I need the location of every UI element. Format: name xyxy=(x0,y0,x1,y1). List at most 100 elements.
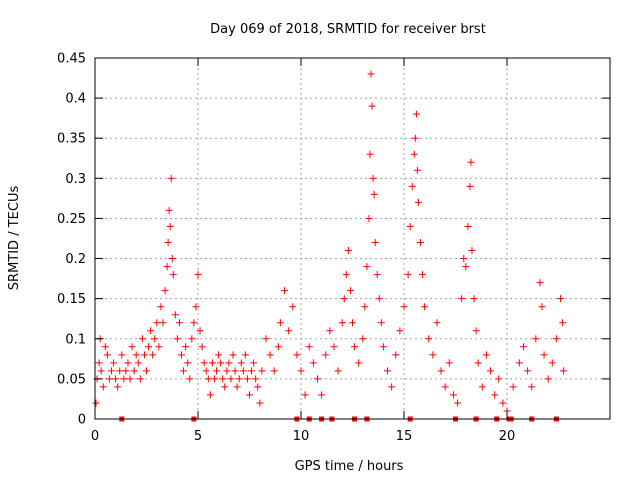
data-point xyxy=(355,359,363,367)
chart-title: Day 069 of 2018, SRMTID for receiver brs… xyxy=(210,22,486,37)
data-point xyxy=(404,271,412,279)
plot-frame xyxy=(94,57,611,420)
data-point xyxy=(406,222,414,230)
data-point xyxy=(233,383,241,391)
data-point xyxy=(334,367,342,375)
data-point xyxy=(346,287,354,295)
x-tick-label: 10 xyxy=(293,429,310,444)
data-points xyxy=(92,70,568,415)
data-point xyxy=(540,351,548,359)
data-point xyxy=(478,383,486,391)
data-point xyxy=(206,391,214,399)
data-point xyxy=(532,335,540,343)
data-point xyxy=(309,359,317,367)
data-point xyxy=(105,375,113,383)
data-point xyxy=(110,359,118,367)
data-point xyxy=(433,319,441,327)
data-point xyxy=(460,255,468,263)
data-point xyxy=(536,279,544,287)
data-point xyxy=(351,343,359,351)
data-point xyxy=(466,182,474,190)
data-point xyxy=(408,182,416,190)
data-point xyxy=(221,383,229,391)
data-point xyxy=(128,343,136,351)
data-point xyxy=(363,263,371,271)
data-point xyxy=(118,351,126,359)
data-point xyxy=(515,359,523,367)
data-point xyxy=(552,335,560,343)
data-point xyxy=(326,327,334,335)
data-point xyxy=(342,271,350,279)
data-point xyxy=(449,391,457,399)
data-point xyxy=(235,375,243,383)
data-point xyxy=(482,351,490,359)
data-point xyxy=(219,375,227,383)
data-point xyxy=(95,359,103,367)
data-point xyxy=(487,367,495,375)
data-point xyxy=(367,70,375,78)
data-point xyxy=(256,399,264,407)
data-point xyxy=(200,359,208,367)
data-point xyxy=(384,367,392,375)
data-point xyxy=(159,319,167,327)
data-point xyxy=(361,303,369,311)
data-point xyxy=(163,263,171,271)
data-point xyxy=(544,375,552,383)
data-point xyxy=(293,351,301,359)
data-point xyxy=(120,375,128,383)
data-point xyxy=(262,335,270,343)
data-point xyxy=(198,343,206,351)
data-point xyxy=(143,367,150,375)
data-point xyxy=(445,359,453,367)
data-point xyxy=(524,367,532,375)
data-point xyxy=(369,174,377,182)
data-point xyxy=(359,335,367,343)
data-point xyxy=(223,367,231,375)
data-point xyxy=(519,343,527,351)
data-point xyxy=(252,375,260,383)
data-point xyxy=(186,375,194,383)
y-tick-label: 0.3 xyxy=(65,172,86,187)
data-point xyxy=(373,271,381,279)
data-point xyxy=(178,351,186,359)
data-point xyxy=(538,303,546,311)
data-point xyxy=(470,295,478,303)
data-point xyxy=(161,287,169,295)
data-point xyxy=(441,383,449,391)
data-point xyxy=(132,351,140,359)
data-point xyxy=(210,375,218,383)
data-point xyxy=(147,327,155,335)
data-point xyxy=(301,391,309,399)
data-point xyxy=(416,239,424,247)
data-point xyxy=(491,391,499,399)
data-point xyxy=(276,319,284,327)
data-point xyxy=(237,359,245,367)
data-point xyxy=(254,383,262,391)
data-point xyxy=(190,319,198,327)
data-point xyxy=(340,295,348,303)
data-point xyxy=(182,343,190,351)
axis-ticks xyxy=(94,57,610,420)
data-point xyxy=(318,391,326,399)
data-point xyxy=(349,319,356,327)
data-point xyxy=(112,375,120,383)
data-point xyxy=(239,367,247,375)
data-point xyxy=(330,343,338,351)
y-tick-label: 0.4 xyxy=(65,92,86,107)
x-axis-title: GPS time / hours xyxy=(295,459,404,474)
data-point xyxy=(103,351,111,359)
data-point xyxy=(368,102,376,110)
data-point xyxy=(414,198,422,206)
y-tick-label: 0.15 xyxy=(57,292,86,307)
data-point xyxy=(196,327,204,335)
data-point xyxy=(297,367,305,375)
data-point xyxy=(429,351,437,359)
data-point xyxy=(557,295,565,303)
data-point xyxy=(462,263,470,271)
data-point xyxy=(248,367,256,375)
data-point xyxy=(548,359,556,367)
data-point xyxy=(153,319,161,327)
y-tick-label: 0.25 xyxy=(57,212,86,227)
data-point xyxy=(281,287,289,295)
